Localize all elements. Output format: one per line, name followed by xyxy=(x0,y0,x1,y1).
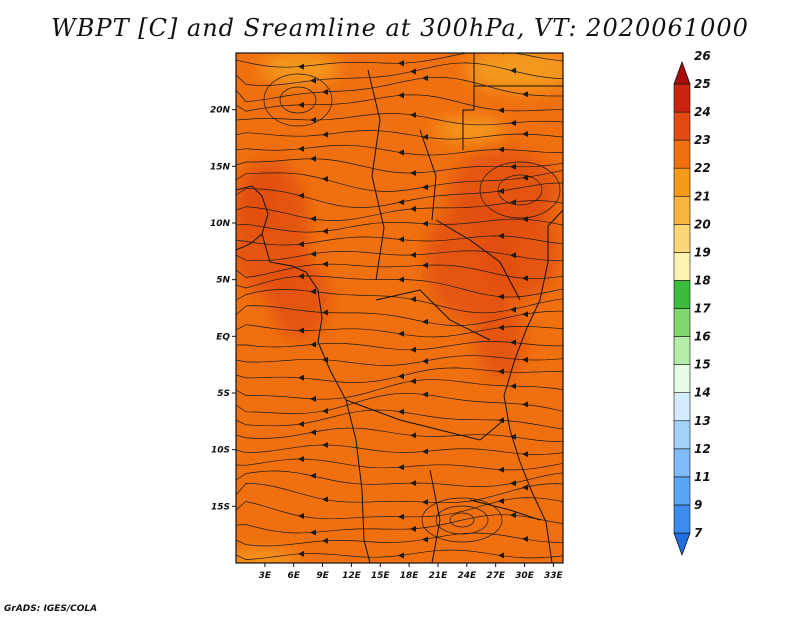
colorbar-label: 14 xyxy=(694,386,711,400)
colorbar: 7 9 11 12 13 14 15 16 17 18 19 20 21 22 23 24 25 26 xyxy=(673,49,711,557)
lon-tick-label: 15E xyxy=(371,571,391,581)
colorbar-swatch xyxy=(673,111,691,141)
lat-tick-label: 15N xyxy=(210,162,231,172)
grads-credit: GrADS: IGES/COLA xyxy=(4,604,98,614)
colorbar-swatch xyxy=(673,336,691,365)
colorbar-swatch xyxy=(673,448,691,478)
colorbar-swatch xyxy=(673,504,691,534)
lat-tick-label: 5N xyxy=(216,276,230,286)
longitude-axis: 3E 6E 9E 12E 15E 18E 21E 24E 27E 30E 33E xyxy=(259,563,564,581)
lat-tick-label: 20N xyxy=(210,106,231,116)
lon-tick-label: 12E xyxy=(342,571,362,581)
latitude-axis: 20N 15N 10N 5N EQ 5S 10S 15S xyxy=(210,106,236,512)
colorbar-swatch xyxy=(673,83,691,113)
lon-tick-label: 6E xyxy=(287,571,300,581)
colorbar-label: 26 xyxy=(694,49,711,63)
colorbar-label: 22 xyxy=(694,161,711,175)
colorbar-label: 23 xyxy=(694,133,711,147)
lon-tick-label: 33E xyxy=(544,571,564,581)
colorbar-label: 13 xyxy=(694,414,711,428)
lat-tick-label: 15S xyxy=(211,502,230,512)
lat-tick-label: EQ xyxy=(216,332,230,342)
lat-tick-label: 5S xyxy=(217,389,230,399)
colorbar-swatch xyxy=(673,139,691,169)
lon-tick-label: 9E xyxy=(316,571,329,581)
colorbar-label: 25 xyxy=(694,77,711,91)
colorbar-label: 17 xyxy=(694,302,711,316)
colorbar-label: 20 xyxy=(694,217,711,231)
streamlines xyxy=(236,53,563,560)
lat-tick-label: 10N xyxy=(210,219,231,229)
chart-title: WBPT [C] and Sreamline at 300hPa, VT: 20… xyxy=(51,14,749,42)
colorbar-label: 11 xyxy=(694,470,711,484)
lon-tick-label: 18E xyxy=(400,571,420,581)
lon-tick-label: 30E xyxy=(515,571,535,581)
colorbar-label: 16 xyxy=(694,330,711,344)
colorbar-label: 19 xyxy=(694,245,711,259)
lon-tick-label: 24E xyxy=(457,571,477,581)
colorbar-swatch xyxy=(673,252,691,281)
coastline-and-borders xyxy=(236,53,563,563)
colorbar-swatch xyxy=(673,308,691,337)
lat-tick-label: 10S xyxy=(211,446,230,456)
colorbar-label: 21 xyxy=(694,189,711,203)
lon-tick-label: 21E xyxy=(429,571,449,581)
colorbar-label: 9 xyxy=(694,498,702,512)
lon-tick-label: 27E xyxy=(486,571,506,581)
colorbar-swatch xyxy=(673,476,691,506)
colorbar-label: 18 xyxy=(694,273,711,287)
colorbar-max-arrow xyxy=(673,60,691,85)
colorbar-swatch xyxy=(673,280,691,309)
colorbar-label: 15 xyxy=(694,358,711,372)
lon-tick-label: 3E xyxy=(259,571,272,581)
colorbar-swatch xyxy=(673,364,691,393)
map-frame xyxy=(235,52,564,564)
colorbar-swatch xyxy=(673,167,691,197)
colorbar-swatch xyxy=(673,224,691,253)
colorbar-min-arrow xyxy=(673,532,691,557)
colorbar-label: 7 xyxy=(694,526,703,540)
colorbar-swatch xyxy=(673,195,691,225)
colorbar-label: 24 xyxy=(694,105,711,119)
colorbar-label: 12 xyxy=(694,442,711,456)
colorbar-swatch xyxy=(673,392,691,422)
colorbar-swatch xyxy=(673,420,691,450)
